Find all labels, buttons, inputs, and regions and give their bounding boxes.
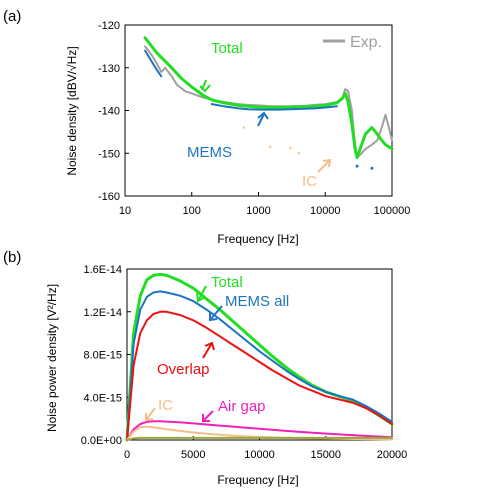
y-tick-label-b: 1.6E-14 — [83, 264, 122, 276]
annotation-mems-all: MEMS all — [225, 293, 289, 310]
arrow-air-gap — [202, 410, 214, 422]
chart-b: (b) 0 5000 10000 15000 20000 0.0E+00 4.0E-15 8.… — [3, 249, 407, 487]
x-tick-label-a: 100000 — [374, 205, 411, 217]
annotation-ic-a: IC — [302, 173, 317, 190]
series-flat-b-5 — [126, 436, 393, 441]
x-tick-label-b: 10000 — [244, 449, 275, 461]
y-tick-label-a: -160 — [98, 191, 120, 203]
series-mems-a-5-point — [355, 164, 359, 168]
annotation-ic-b: IC — [158, 397, 173, 414]
arrow-mems-all — [209, 305, 223, 322]
x-tick-label-a: 10000 — [310, 205, 341, 217]
x-tick-label-b: 20000 — [377, 449, 408, 461]
series-group-b — [125, 272, 394, 442]
series-mems-a-3 — [210, 103, 338, 111]
x-tick-label-b: 15000 — [310, 449, 341, 461]
series-ic-a-4-point — [289, 146, 292, 150]
series-ic-a-4-point — [242, 126, 245, 129]
x-tick-label-a: 10 — [119, 205, 131, 217]
axis-ticks-a: 10 100 1000 10000 100000 -120 -130 -140 -150 -160 — [98, 20, 410, 217]
arrow-total-b — [196, 285, 207, 303]
y-tick-label-a: -150 — [98, 148, 120, 160]
ylabel-b: Noise power density [V²/Hz] — [45, 284, 59, 432]
series-mems-a-2 — [144, 49, 163, 78]
annotation-air-gap: Air gap — [218, 398, 266, 415]
ylabel-a: Noise density [dBV/√Hz] — [65, 46, 79, 175]
y-tick-label-b: 1.2E-14 — [83, 307, 122, 319]
y-tick-label-a: -140 — [98, 106, 120, 118]
panel-label-a: (a) — [3, 8, 21, 25]
series-mems-a-5-point — [370, 166, 374, 170]
xlabel-b: Frequency [Hz] — [217, 473, 298, 487]
legend-label-exp: Exp. — [350, 34, 382, 51]
axis-ticks-b: 0 5000 10000 15000 20000 0.0E+00 4.0E-15 8.0E-1… — [81, 264, 408, 461]
x-tick-label-a: 100 — [183, 205, 201, 217]
series-ic-a-4-point — [269, 145, 272, 149]
chart-a: (a) 10 100 1000 10000 100000 -120 -130 -140 -150… — [3, 8, 410, 246]
series-mems-all-b-1 — [126, 290, 393, 441]
y-tick-label-b: 0.0E+00 — [81, 435, 122, 447]
x-tick-label-a: 1000 — [246, 205, 270, 217]
arrow-total-a — [199, 79, 211, 93]
annotation-total-a: Total — [211, 40, 243, 57]
annotation-mems: MEMS — [187, 144, 232, 161]
y-tick-label-a: -130 — [98, 63, 120, 75]
panel-label-b: (b) — [3, 249, 21, 266]
arrow-ic-b — [145, 407, 156, 422]
y-tick-label-a: -120 — [98, 20, 120, 32]
series-ic-a-4-point — [297, 152, 300, 155]
x-tick-label-b: 5000 — [181, 449, 205, 461]
arrow-ic-a — [317, 158, 332, 173]
y-tick-label-b: 8.0E-15 — [83, 350, 122, 362]
series-air-gap-b-3 — [126, 420, 393, 441]
y-tick-label-b: 4.0E-15 — [83, 392, 122, 404]
arrow-mems — [257, 111, 269, 127]
series-group-a — [143, 36, 394, 170]
arrow-overlap — [202, 341, 215, 359]
annotation-total-b: Total — [211, 274, 243, 291]
series-overlap-b-2 — [126, 310, 393, 441]
series-total-a-1 — [143, 36, 394, 159]
xlabel-a: Frequency [Hz] — [217, 232, 298, 246]
annotation-overlap: Overlap — [157, 361, 210, 378]
x-tick-label-b: 0 — [124, 449, 130, 461]
